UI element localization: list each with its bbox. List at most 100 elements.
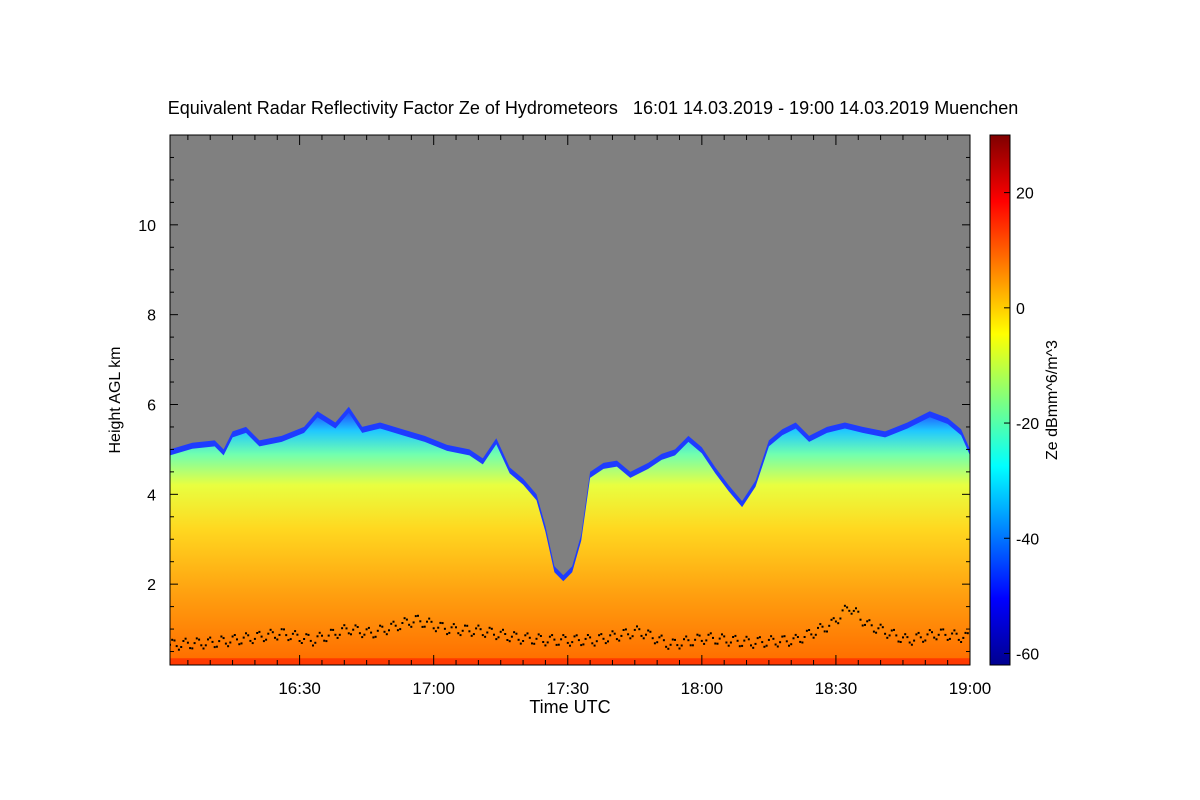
cloud-base-point [609,634,612,637]
cloud-base-point [595,640,598,643]
cloud-base-point [955,632,958,635]
cloud-base-point [902,636,904,639]
cloud-base-point [332,628,335,631]
cloud-base-point [944,633,947,636]
cloud-base-point [484,635,487,638]
cloud-base-point [468,630,471,633]
cloud-base-point [403,617,406,620]
cloud-base-point [283,628,285,631]
cloud-base-point [776,645,779,648]
cloud-base-point [383,630,386,633]
cloud-base-point [665,645,668,648]
cloud-base-point [347,632,350,635]
cloud-base-point [548,635,551,638]
cloud-base-point [819,623,822,626]
cloud-base-point [593,644,596,647]
cloud-base-marks [170,604,969,651]
cloud-base-point [700,639,703,642]
cloud-base-point [497,636,500,639]
cloud-base-point [756,637,759,640]
x-tick-label: 16:30 [278,679,321,698]
cloud-base-point [289,638,292,641]
cloud-base-point [642,637,645,640]
cloud-base-point [265,638,268,641]
cloud-base-point [399,628,402,631]
cloud-base-point [828,624,831,627]
cloud-base-point [569,644,571,647]
cloud-base-point [329,628,332,631]
cloud-base-point [852,609,855,612]
cloud-base-point [300,642,303,644]
cloud-base-point [305,633,308,636]
cloud-base-point [430,620,433,623]
cloud-base-point [953,629,956,632]
y-tick-label: 2 [147,577,156,594]
cloud-base-point [830,618,833,621]
cloud-base-point [712,636,714,639]
cloud-base-point [236,638,238,641]
cloud-base-point [358,632,361,635]
cloud-base-point [557,643,560,646]
cloud-base-point [401,622,404,624]
cloud-base-point [631,635,634,638]
cloud-base-point [280,628,283,631]
cloud-base-point [653,642,656,645]
cloud-base-point [323,639,326,642]
cloud-base-point [479,628,482,631]
cloud-base-point [783,635,786,638]
cloud-base-point [935,638,938,641]
cloud-base-point [732,636,735,638]
cloud-base-point [276,638,279,641]
cloud-base-point [249,639,252,642]
cloud-base-point [645,633,647,636]
cloud-base-point [886,636,889,639]
reflectivity-field [170,406,970,665]
cloud-base-point [575,634,578,637]
cloud-base-point [962,636,965,639]
cloud-base-point [877,627,880,630]
cloud-base-point [790,643,793,646]
cloud-base-point [504,633,507,635]
cloud-base-point [207,638,209,641]
cloud-base-point [613,632,616,635]
cloud-base-point [533,642,536,645]
cloud-base-point [341,627,344,630]
cloud-base-point [566,641,569,644]
cloud-base-point [658,636,661,639]
cloud-base-point [363,633,366,636]
cloud-base-point [215,645,218,648]
cloud-base-point [906,636,909,639]
cloud-base-point [745,635,748,638]
cloud-base-point [736,639,739,642]
cloud-base-point [774,643,777,646]
cloud-base-point [933,636,936,639]
cloud-base-point [408,623,411,626]
cloud-base-point [526,632,529,635]
cloud-base-point [826,630,828,633]
cloud-base-point [741,644,744,647]
cloud-base-point [866,620,869,623]
cloud-base-point [951,632,954,635]
cloud-base-point [499,630,502,633]
cloud-base-point [939,628,942,631]
cloud-base-point [189,647,192,650]
x-tick-label: 17:30 [546,679,589,698]
cloud-base-point [571,641,574,644]
cloud-base-point [531,642,533,645]
cloud-base-point [837,622,840,625]
cloud-base-point [354,624,357,627]
cloud-base-point [506,639,509,641]
cloud-base-point [466,624,469,627]
cloud-base-point [481,634,484,637]
cloud-base-point [303,638,306,640]
cloud-base-point [895,634,898,637]
cloud-base-point [338,633,341,636]
cloud-base-point [618,639,621,642]
cloud-base-point [848,609,851,612]
cloud-base-point [253,637,256,640]
cloud-base-point [519,642,522,645]
cloud-base-point [195,637,198,640]
cloud-base-point [671,638,674,641]
cloud-base-point [316,635,319,638]
cloud-base-point [792,637,795,640]
